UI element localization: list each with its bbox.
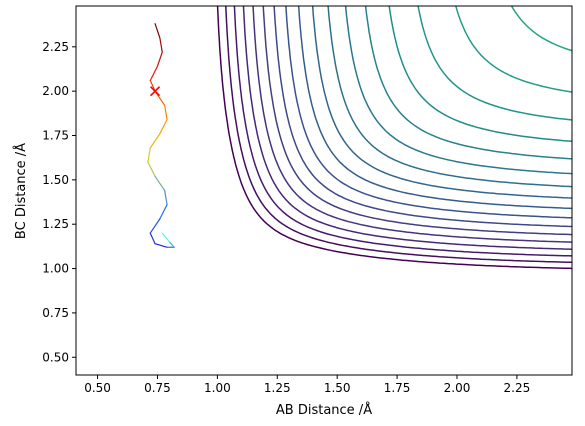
y-tick-label: 2.00 bbox=[42, 84, 69, 98]
contour-level bbox=[311, 6, 572, 199]
contour-level bbox=[297, 6, 572, 210]
trajectory-segment bbox=[159, 204, 168, 220]
x-tick-label: 1.25 bbox=[264, 381, 291, 395]
trajectory-segment bbox=[154, 175, 166, 192]
contour-level bbox=[417, 6, 572, 121]
y-tick-label: 1.50 bbox=[42, 173, 69, 187]
trajectory-segment bbox=[154, 243, 168, 248]
trajectory-segment bbox=[168, 241, 175, 248]
contour-level bbox=[216, 6, 572, 270]
y-tick-label: 1.25 bbox=[42, 217, 69, 231]
contour-level bbox=[233, 6, 572, 257]
start-marker bbox=[150, 86, 161, 97]
trajectory-segment bbox=[154, 23, 161, 39]
contour-level bbox=[252, 6, 572, 243]
contour-level bbox=[364, 6, 572, 160]
trajectory-segment bbox=[149, 65, 159, 82]
trajectory-segment bbox=[149, 218, 161, 234]
trajectory-segment bbox=[159, 37, 163, 53]
contour-level bbox=[510, 6, 572, 52]
x-tick-label: 1.75 bbox=[384, 381, 411, 395]
contour-level bbox=[285, 6, 572, 219]
contour-level bbox=[273, 6, 572, 228]
x-tick-label: 2.25 bbox=[504, 381, 531, 395]
plot-frame bbox=[75, 5, 573, 376]
x-tick-label: 1.00 bbox=[204, 381, 231, 395]
trajectory-segment bbox=[149, 133, 161, 149]
x-tick-label: 2.00 bbox=[444, 381, 471, 395]
contour-level bbox=[262, 6, 572, 236]
trajectory-segment bbox=[156, 51, 163, 67]
x-tick-label: 0.75 bbox=[144, 381, 171, 395]
trajectory-segment bbox=[161, 232, 171, 243]
y-tick-label: 1.75 bbox=[42, 129, 69, 143]
x-axis: 0.50 0.75 1.00 1.25 1.50 1.75 2.00 2.25 bbox=[84, 375, 530, 395]
y-tick-label: 0.50 bbox=[42, 350, 69, 364]
marker-stroke bbox=[150, 86, 161, 97]
contour-lines bbox=[216, 6, 572, 270]
y-axis-label: BC Distance /Å bbox=[13, 143, 29, 239]
x-axis-label: AB Distance /Å bbox=[276, 402, 372, 418]
contour-level bbox=[242, 6, 572, 250]
trajectory-segment bbox=[164, 189, 168, 206]
contour-level bbox=[344, 6, 572, 175]
contour-level bbox=[455, 6, 572, 93]
trajectory-segment bbox=[164, 104, 168, 121]
trajectory-segment bbox=[149, 232, 156, 245]
y-tick-label: 2.25 bbox=[42, 40, 69, 54]
y-tick-label: 1.00 bbox=[42, 262, 69, 276]
contour-level bbox=[225, 6, 572, 264]
y-axis: 0.50 0.75 1.00 1.25 1.50 1.75 2.00 2.25 bbox=[42, 40, 76, 364]
trajectory-segment bbox=[159, 118, 168, 135]
contour-level bbox=[327, 6, 572, 188]
contour-level bbox=[388, 6, 572, 143]
trajectory-segment bbox=[147, 147, 151, 163]
x-tick-label: 1.50 bbox=[324, 381, 351, 395]
trajectory-segment bbox=[147, 161, 156, 177]
y-tick-label: 0.75 bbox=[42, 306, 69, 320]
x-tick-label: 0.50 bbox=[84, 381, 111, 395]
trajectory-path bbox=[147, 23, 175, 248]
